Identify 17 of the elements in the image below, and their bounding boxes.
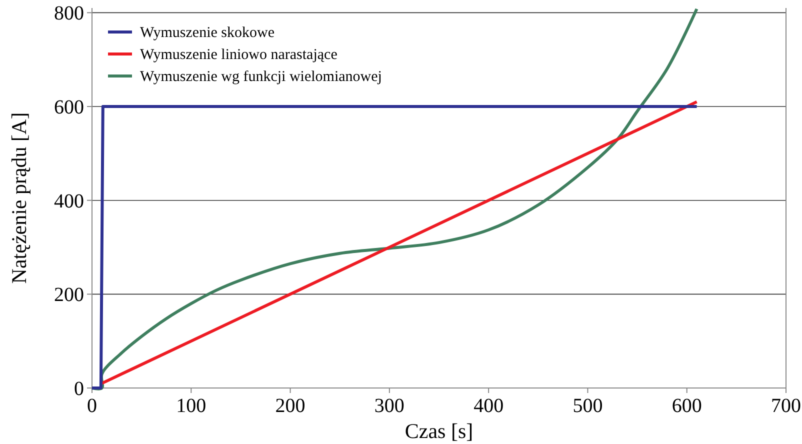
x-tick-label: 500: [572, 395, 603, 417]
y-tick-label: 0: [74, 378, 84, 400]
legend-label: Wymuszenie wg funkcji wielomianowej: [140, 69, 382, 85]
legend-label: Wymuszenie skokowe: [140, 25, 275, 41]
y-tick-label: 200: [54, 284, 84, 306]
y-tick-label: 800: [54, 2, 84, 25]
x-tick-label: 100: [176, 395, 206, 417]
x-tick-label: 600: [672, 395, 702, 417]
y-axis-title: Natężenie prądu [A]: [7, 112, 31, 284]
legend-label: Wymuszenie liniowo narastające: [140, 47, 338, 63]
x-tick-label: 700: [771, 395, 801, 417]
y-tick-label: 400: [54, 190, 84, 212]
x-axis-title: Czas [s]: [404, 419, 474, 443]
x-tick-label: 200: [275, 395, 306, 417]
x-tick-label: 300: [374, 395, 404, 417]
x-tick-label: 400: [474, 395, 504, 417]
y-tick-label: 600: [54, 96, 84, 119]
